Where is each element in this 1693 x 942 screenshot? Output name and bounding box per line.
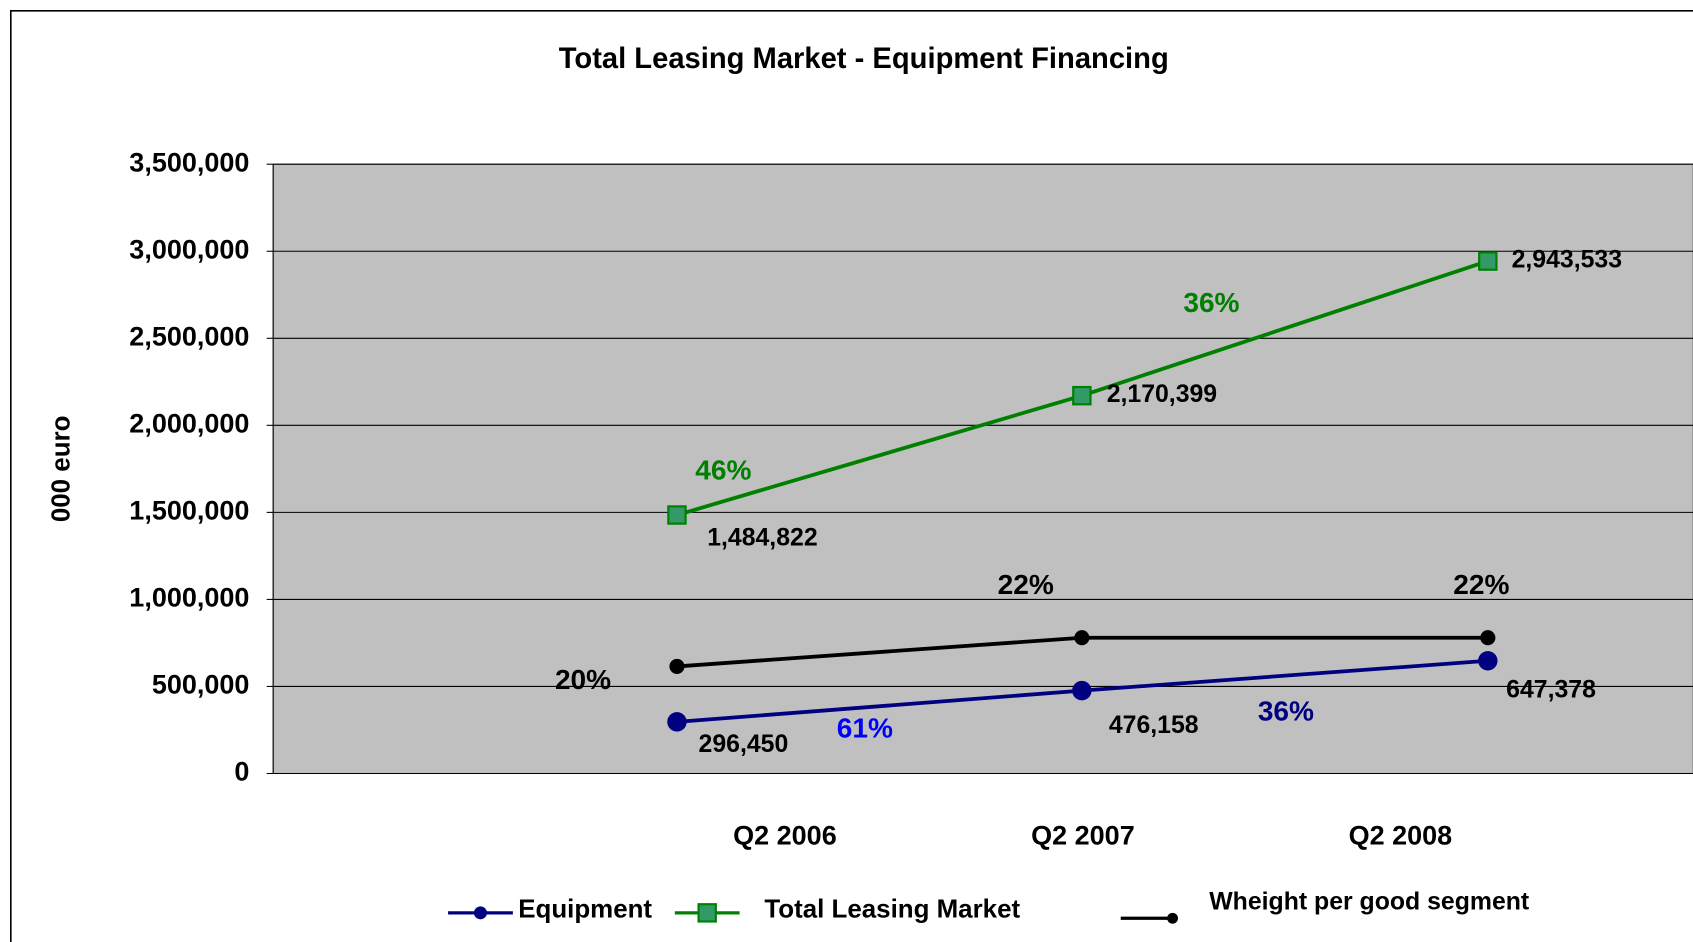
point [667, 712, 687, 732]
x-tick-label: Q2 2008 [1349, 820, 1453, 850]
point [1478, 651, 1498, 671]
legend-marker [473, 906, 487, 920]
y-tick-label: 2,000,000 [129, 408, 249, 438]
data-label: 296,450 [699, 731, 789, 758]
x-tick-label: Q2 2007 [1031, 820, 1135, 850]
data-label: 647,378 [1506, 677, 1596, 704]
data-label: 476,158 [1109, 712, 1199, 739]
point [667, 505, 687, 525]
legend-label: Total Leasing Market [764, 896, 1020, 924]
data-label: 2,170,399 [1107, 381, 1217, 408]
y-tick-label: 3,500,000 [129, 147, 249, 177]
point [1072, 680, 1092, 701]
annotation: 22% [998, 569, 1054, 600]
point [1074, 630, 1090, 646]
y-tick-label: 1,500,000 [129, 495, 249, 525]
y-tick-label: 0 [234, 757, 249, 787]
point [669, 658, 685, 674]
annotation: 22% [1453, 569, 1509, 600]
chart-title: Total Leasing Market - Equipment Financi… [559, 43, 1169, 75]
legend-label: Wheight per good segment [1209, 889, 1529, 916]
data-label: 2,943,533 [1512, 247, 1622, 274]
y-tick-label: 1,000,000 [129, 583, 249, 613]
x-tick-label: Q2 2006 [733, 820, 837, 850]
y-tick-label: 2,500,000 [129, 321, 249, 351]
point [1480, 630, 1496, 646]
legend-label: Equipment [518, 896, 652, 924]
annotation: 36% [1183, 287, 1239, 318]
point [1478, 251, 1498, 271]
annotation: 61% [837, 713, 893, 744]
annotation: 20% [555, 664, 611, 695]
data-label: 1,484,822 [707, 524, 817, 551]
legend-marker [1167, 912, 1178, 924]
y-tick-label: 500,000 [152, 670, 250, 700]
y-tick-label: 3,000,000 [129, 234, 249, 264]
legend-marker [697, 903, 717, 923]
annotation: 36% [1258, 695, 1314, 726]
y-axis-label: 000 euro [47, 416, 75, 523]
chart-body: Total Leasing Market - Equipment Financi… [9, 9, 1693, 942]
annotation: 46% [695, 455, 751, 486]
plot-area [272, 163, 1693, 775]
point [1072, 385, 1092, 406]
